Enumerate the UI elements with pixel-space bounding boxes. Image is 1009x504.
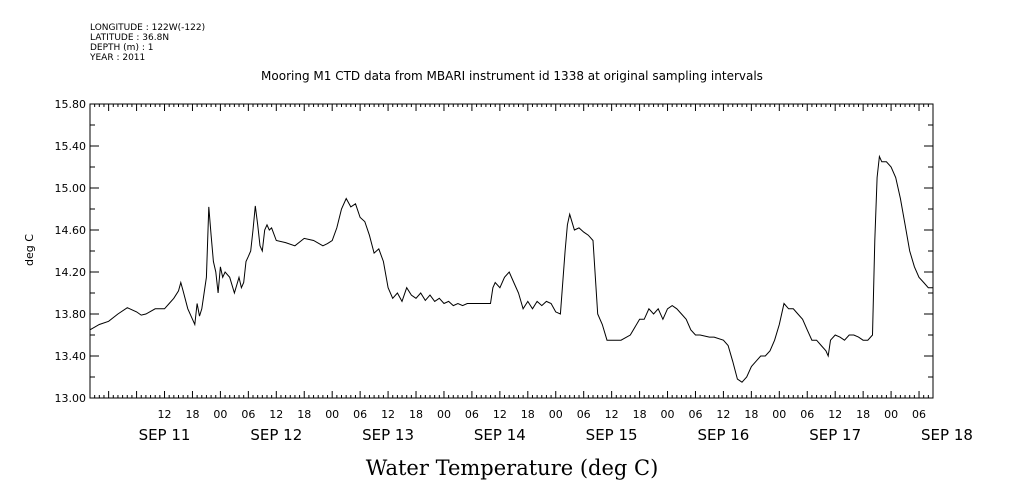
- year-label: YEAR : 2011: [89, 53, 145, 63]
- latitude-label: LATITUDE : 36.8N: [90, 33, 169, 43]
- x-hour-label: 12: [716, 408, 730, 421]
- x-hour-label: 00: [213, 408, 227, 421]
- x-hour-label: 12: [828, 408, 842, 421]
- x-hour-label: 18: [297, 408, 311, 421]
- x-hour-label: 06: [465, 408, 479, 421]
- y-tick-label: 15.40: [55, 140, 87, 153]
- x-day-label: SEP 16: [697, 426, 749, 444]
- x-hour-label: 00: [661, 408, 675, 421]
- x-hour-label: 00: [772, 408, 786, 421]
- x-hour-label: 18: [409, 408, 423, 421]
- x-hour-label: 06: [241, 408, 255, 421]
- x-day-label: SEP 12: [250, 426, 302, 444]
- water-temperature-line: [89, 154, 933, 383]
- x-hour-label: 18: [744, 408, 758, 421]
- x-day-label: SEP 13: [362, 426, 414, 444]
- y-axis-label: deg C: [23, 234, 36, 266]
- y-tick-label: 13.80: [55, 308, 87, 321]
- x-hour-label: 12: [381, 408, 395, 421]
- x-hour-label: 12: [493, 408, 507, 421]
- x-hour-label: 00: [437, 408, 451, 421]
- series-layer: [89, 154, 933, 383]
- x-hour-label: 06: [912, 408, 926, 421]
- y-tick-label: 14.20: [55, 266, 87, 279]
- x-day-label: SEP 11: [139, 426, 191, 444]
- x-hour-label: 06: [353, 408, 367, 421]
- x-hour-label: 12: [605, 408, 619, 421]
- y-tick-label: 13.40: [55, 350, 87, 363]
- longitude-label: LONGITUDE : 122W(-122): [90, 23, 205, 33]
- x-hour-label: 12: [158, 408, 172, 421]
- x-hour-label: 00: [325, 408, 339, 421]
- y-tick-label: 15.80: [55, 98, 87, 111]
- x-axis-label: Water Temperature (deg C): [366, 456, 659, 480]
- x-hour-label: 18: [185, 408, 199, 421]
- y-axis-ticks: 13.00 13.40 13.80 14.20 14.60 15.00 15.40 15.80: [55, 98, 933, 405]
- y-tick-label: 14.60: [55, 224, 87, 237]
- x-hour-label: 06: [688, 408, 702, 421]
- x-axis-ticks: 12 18 00 06 12 18 00 06 12 18 00 06 12 18 00 06 12 18 00 06…: [89, 104, 973, 444]
- x-day-label: SEP 15: [586, 426, 638, 444]
- x-day-label: SEP 17: [809, 426, 861, 444]
- x-day-label: SEP 14: [474, 426, 526, 444]
- x-day-label: SEP 18: [921, 426, 973, 444]
- x-hour-label: 00: [884, 408, 898, 421]
- x-hour-label: 12: [269, 408, 283, 421]
- x-hour-label: 18: [521, 408, 535, 421]
- x-hour-label: 06: [800, 408, 814, 421]
- y-tick-label: 13.00: [55, 392, 87, 405]
- plot-frame: [89, 103, 934, 399]
- y-tick-label: 15.00: [55, 182, 87, 195]
- x-hour-label: 00: [549, 408, 563, 421]
- x-hour-label: 18: [633, 408, 647, 421]
- x-hour-label: 06: [577, 408, 591, 421]
- chart-title: Mooring M1 CTD data from MBARI instrumen…: [261, 69, 763, 83]
- x-hour-label: 18: [856, 408, 870, 421]
- depth-label: DEPTH (m) : 1: [90, 43, 153, 53]
